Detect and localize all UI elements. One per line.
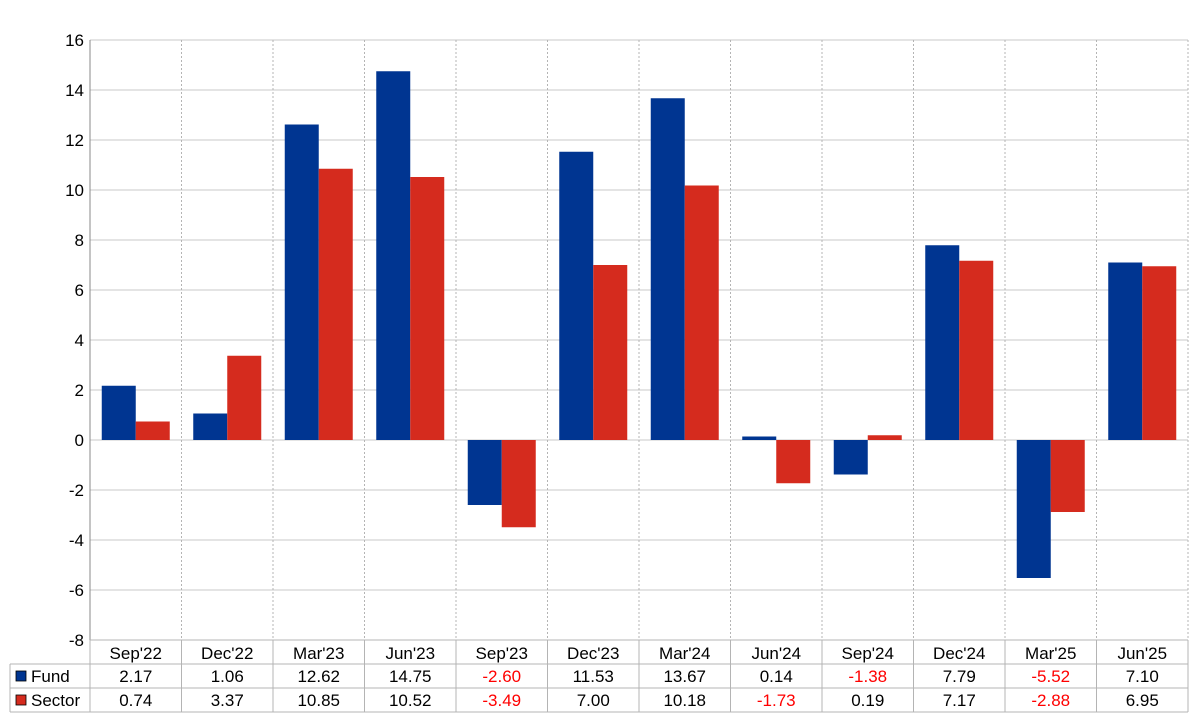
data-label-fund: 2.17 [119, 667, 152, 686]
bar-sector [410, 177, 445, 440]
category-label: Dec'23 [567, 644, 619, 663]
bar-sector [318, 168, 353, 440]
legend-swatch-sector [15, 694, 27, 706]
bar-sector [867, 435, 902, 440]
y-tick-label: 0 [75, 431, 84, 450]
data-label-fund: -1.38 [848, 667, 887, 686]
bar-fund [376, 71, 411, 440]
category-label: Sep'22 [110, 644, 162, 663]
bar-sector [776, 440, 811, 484]
data-label-fund: 11.53 [573, 667, 614, 686]
y-tick-label: 12 [65, 131, 84, 150]
data-label-fund: 14.75 [389, 667, 432, 686]
data-label-fund: 13.67 [663, 667, 706, 686]
series-name-sector: Sector [31, 691, 80, 710]
bar-fund [101, 385, 136, 440]
category-label: Jun'24 [751, 644, 801, 663]
bar-sector [227, 355, 262, 440]
y-tick-label: -6 [69, 581, 84, 600]
category-label: Mar'25 [1025, 644, 1076, 663]
y-tick-label: 8 [75, 231, 84, 250]
bar-fund [833, 440, 868, 475]
category-label: Dec'24 [933, 644, 985, 663]
data-label-sector: 7.17 [943, 691, 976, 710]
category-label: Sep'24 [842, 644, 894, 663]
y-tick-label: 10 [65, 181, 84, 200]
bar-fund [1016, 440, 1051, 578]
data-label-sector: 10.18 [663, 691, 706, 710]
bar-fund [284, 124, 319, 440]
bar-fund [1108, 262, 1143, 440]
y-tick-label: 4 [75, 331, 84, 350]
bar-sector [1050, 440, 1085, 512]
bar-sector [135, 421, 170, 440]
bar-fund [559, 151, 594, 440]
data-label-sector: 0.74 [119, 691, 152, 710]
bar-fund [925, 245, 960, 440]
y-tick-label: 2 [75, 381, 84, 400]
data-label-fund: -5.52 [1031, 667, 1070, 686]
data-label-fund: 7.79 [943, 667, 976, 686]
series-name-fund: Fund [31, 667, 70, 686]
bar-sector [959, 260, 994, 440]
data-label-sector: 6.95 [1126, 691, 1159, 710]
bar-fund [650, 98, 685, 440]
y-tick-label: -4 [69, 531, 84, 550]
bar-sector [501, 440, 536, 528]
bar-fund [193, 413, 228, 440]
bars [101, 71, 1177, 578]
data-label-sector: -3.49 [482, 691, 521, 710]
bar-sector [1142, 266, 1177, 440]
data-label-fund: 12.62 [297, 667, 340, 686]
y-tick-label: 16 [65, 31, 84, 50]
data-label-fund: 1.06 [211, 667, 244, 686]
category-label: Jun'25 [1117, 644, 1167, 663]
data-label-sector: 10.85 [297, 691, 340, 710]
y-tick-label: 14 [65, 81, 84, 100]
bar-fund [742, 436, 777, 440]
data-label-sector: 7.00 [577, 691, 610, 710]
data-label-fund: 7.10 [1126, 667, 1159, 686]
y-axis: -8 -6 -4 -2 0 2 4 6 8 10 12 14 16 [65, 31, 91, 650]
legend-swatch-fund [15, 670, 27, 682]
data-label-fund: 0.14 [760, 667, 793, 686]
data-label-fund: -2.60 [482, 667, 521, 686]
y-tick-label: 6 [75, 281, 84, 300]
category-label: Dec'22 [201, 644, 253, 663]
data-label-sector: -1.73 [757, 691, 796, 710]
category-label: Mar'23 [293, 644, 344, 663]
data-label-sector: 10.52 [389, 691, 432, 710]
category-label: Jun'23 [385, 644, 435, 663]
category-label: Mar'24 [659, 644, 710, 663]
data-label-sector: 0.19 [851, 691, 884, 710]
bar-sector [684, 185, 719, 440]
y-tick-label: -2 [69, 481, 84, 500]
bar-fund [467, 440, 502, 505]
data-table: Sep'22 Dec'22 Mar'23 Jun'23 Sep'23 Dec'23 Mar'… [9, 639, 1189, 713]
data-label-sector: -2.88 [1031, 691, 1070, 710]
bar-sector [593, 265, 628, 440]
data-label-sector: 3.37 [211, 691, 244, 710]
y-tick-label: -8 [69, 631, 84, 650]
category-label: Sep'23 [476, 644, 528, 663]
